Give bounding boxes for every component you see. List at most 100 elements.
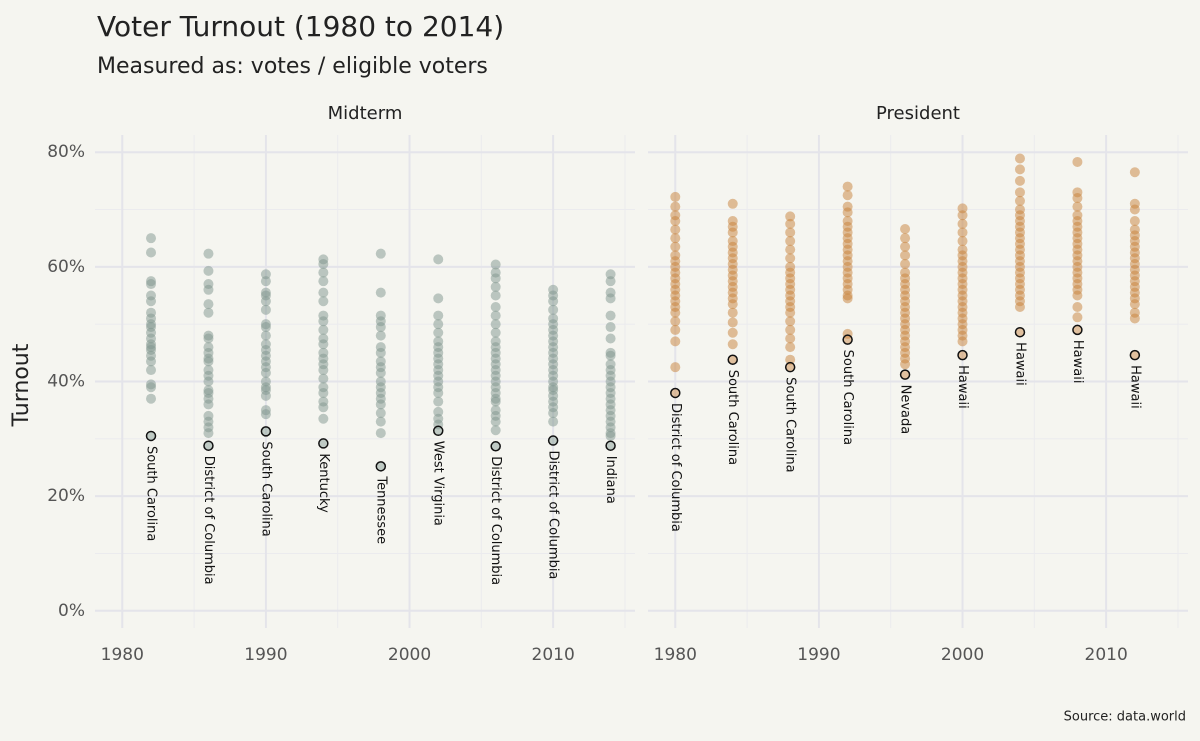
minimum-label: South Carolina — [144, 446, 159, 541]
minimum-point — [203, 440, 214, 451]
point — [260, 390, 271, 401]
point — [260, 367, 271, 378]
point — [605, 430, 616, 441]
point — [1014, 164, 1025, 175]
minimum-label: District of Columbia — [488, 456, 503, 585]
point — [605, 276, 616, 287]
point — [727, 317, 738, 328]
source-note: Source: data.world — [1064, 710, 1186, 725]
point — [433, 396, 444, 407]
point — [785, 218, 796, 229]
point — [433, 319, 444, 330]
point — [318, 387, 329, 398]
y-tick-label: 20% — [47, 486, 85, 506]
point — [375, 322, 386, 333]
point — [1014, 195, 1025, 206]
minimum-label: District of Columbia — [201, 456, 216, 585]
point — [727, 327, 738, 338]
point — [375, 399, 386, 410]
point — [1129, 215, 1140, 226]
point — [260, 276, 271, 287]
point — [785, 342, 796, 353]
point — [490, 273, 501, 284]
point — [490, 259, 501, 270]
point — [203, 356, 214, 367]
point — [670, 362, 681, 373]
minimum-point — [1072, 324, 1083, 336]
point — [260, 322, 271, 333]
point — [433, 310, 444, 321]
point — [318, 287, 329, 298]
point — [318, 296, 329, 307]
point — [957, 336, 968, 347]
point — [146, 365, 157, 376]
minimum-point — [1014, 326, 1026, 338]
point — [490, 290, 501, 301]
point — [957, 203, 968, 214]
point — [490, 319, 501, 330]
point — [1072, 193, 1083, 204]
point — [957, 218, 968, 229]
point — [900, 241, 911, 252]
point — [146, 279, 157, 290]
minimum-point — [957, 349, 968, 361]
point — [1129, 204, 1140, 215]
point — [1072, 201, 1083, 212]
point — [1014, 153, 1025, 164]
minimum-point — [145, 430, 157, 442]
point — [433, 293, 444, 304]
point — [1072, 290, 1083, 301]
point — [842, 293, 853, 304]
point — [260, 409, 271, 420]
point — [785, 211, 796, 222]
y-tick-label: 40% — [47, 372, 85, 392]
minimum-label: South Carolina — [258, 441, 273, 536]
point — [670, 307, 681, 318]
point — [203, 307, 214, 318]
x-tick-label: 2010 — [1085, 645, 1128, 665]
point — [146, 296, 157, 307]
minimum-label: Hawaii — [955, 365, 970, 409]
point — [785, 244, 796, 255]
point — [548, 304, 559, 315]
y-tick-label: 60% — [47, 257, 85, 277]
point — [203, 248, 214, 259]
point — [146, 382, 157, 393]
point — [605, 310, 616, 321]
x-tick-label: 1980 — [101, 645, 144, 665]
y-axis-label: Turnout — [9, 343, 34, 427]
point — [490, 327, 501, 338]
point — [318, 258, 329, 269]
point — [433, 406, 444, 417]
point — [203, 265, 214, 276]
point — [670, 215, 681, 226]
point — [490, 425, 501, 436]
y-tick-label: 80% — [47, 142, 85, 162]
point — [375, 347, 386, 358]
point — [375, 428, 386, 439]
point — [670, 324, 681, 335]
minimum-point — [727, 354, 738, 365]
point — [318, 413, 329, 424]
point — [433, 387, 444, 398]
point — [727, 307, 738, 318]
point — [375, 248, 386, 259]
point — [727, 339, 738, 350]
minimum-label: District of Columbia — [668, 403, 683, 532]
point — [605, 293, 616, 304]
minimum-label: South Carolina — [840, 350, 855, 445]
point — [318, 365, 329, 376]
point — [548, 416, 559, 427]
point — [785, 333, 796, 344]
x-tick-label: 2000 — [941, 645, 984, 665]
point — [203, 399, 214, 410]
point — [433, 327, 444, 338]
point — [203, 299, 214, 310]
point — [548, 408, 559, 419]
minimum-label: Kentucky — [316, 453, 331, 513]
point — [1072, 312, 1083, 323]
point — [842, 190, 853, 201]
minimum-point — [318, 438, 329, 449]
point — [375, 367, 386, 378]
